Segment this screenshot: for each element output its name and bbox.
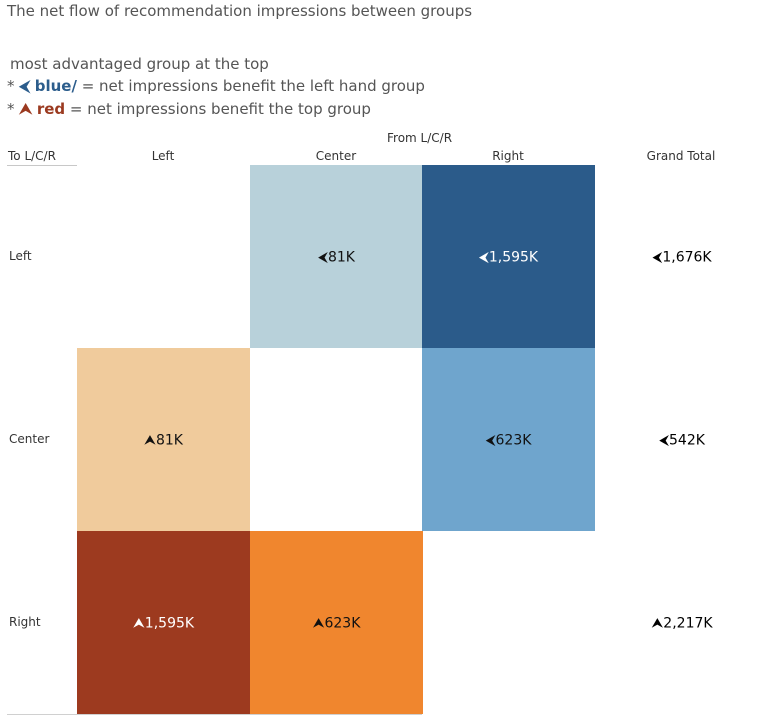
legend-blue-text: = net impressions benefit the left hand …	[76, 77, 425, 95]
legend-bullet: *	[7, 77, 20, 95]
cell-value-label: ⮝623K	[313, 616, 362, 632]
grand-total-value-center: ⮜542K	[659, 433, 706, 449]
row-axis-title: To L/C/R	[8, 149, 56, 163]
heatmap-cell-left-center	[250, 165, 423, 348]
legend-red-line: * ⮝ red = net impressions benefit the to…	[7, 100, 371, 118]
column-header-center: Center	[315, 149, 357, 163]
legend-blue-line: * ⮜ blue/ = net impressions benefit the …	[7, 77, 425, 95]
left-arrow-icon: ⮜	[19, 77, 30, 95]
row-axis-divider	[7, 165, 77, 166]
legend-subtitle: most advantaged group at the top	[10, 55, 269, 73]
legend-blue-word: blue/	[34, 77, 77, 95]
row-header-center: Center	[9, 432, 50, 446]
bottom-divider	[7, 714, 422, 715]
grand-total-value-left: ⮜1,676K	[652, 250, 712, 266]
heatmap-cell-left-right	[422, 165, 595, 348]
legend-red-text: = net impressions benefit the top group	[65, 100, 371, 118]
legend-bullet: *	[7, 100, 20, 118]
cell-value-label: ⮝1,595K	[133, 616, 195, 632]
grand-total-value-right: ⮝2,217K	[651, 616, 713, 632]
column-header-grand-total: Grand Total	[646, 149, 716, 163]
cell-value-label: ⮜623K	[486, 433, 533, 449]
heatmap-cell-center-left	[77, 348, 250, 531]
column-axis-title: From L/C/R	[387, 131, 453, 145]
chart-title: The net flow of recommendation impressio…	[7, 2, 473, 20]
cell-value-label: ⮝81K	[144, 433, 184, 449]
row-header-right: Right	[9, 615, 41, 629]
row-header-left: Left	[9, 249, 32, 263]
heatmap-cell-right-left	[77, 531, 250, 714]
legend-red-word: red	[36, 100, 66, 118]
heatmap-cell-right-center	[250, 531, 423, 714]
cell-value-label: ⮜81K	[318, 250, 356, 266]
heatmap-cell-center-right	[422, 348, 595, 531]
cell-value-label: ⮜1,595K	[479, 250, 539, 266]
column-header-left: Left	[151, 149, 175, 163]
column-header-right: Right	[492, 149, 524, 163]
up-arrow-icon: ⮝	[19, 100, 33, 118]
